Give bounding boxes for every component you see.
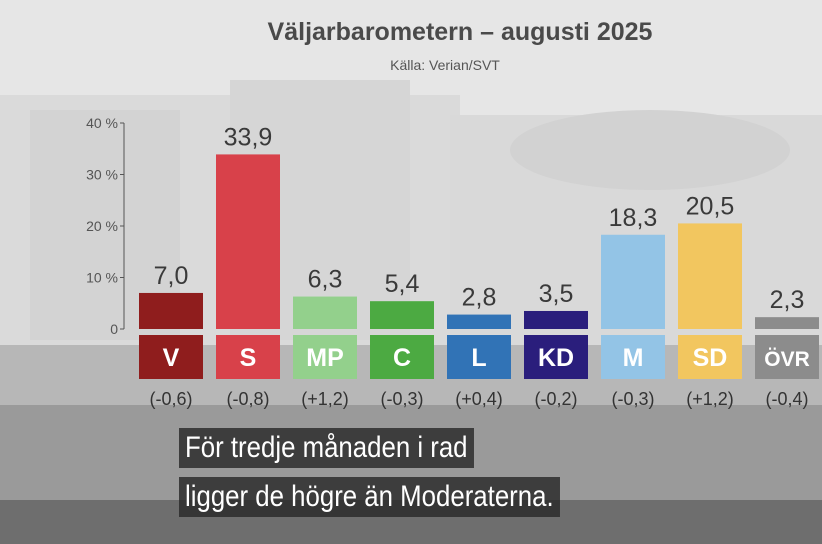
- change-label: (+1,2): [686, 389, 734, 409]
- change-label: (-0,8): [226, 389, 269, 409]
- party-label: V: [163, 344, 180, 372]
- bar-m: [601, 234, 665, 329]
- party-box-l: [447, 335, 511, 379]
- bar-v: [139, 292, 203, 329]
- value-label: 20,5: [686, 192, 735, 220]
- chart-title: Väljarbarometern – augusti 2025: [267, 18, 653, 46]
- party-box-övr: [755, 335, 819, 379]
- change-label: (-0,3): [380, 389, 423, 409]
- value-label: 2,8: [462, 284, 497, 312]
- y-tick-label: 30 %: [86, 167, 118, 183]
- value-label: 3,5: [539, 280, 574, 308]
- party-label: L: [471, 344, 486, 372]
- change-label: (-0,6): [149, 389, 192, 409]
- party-box-sd: [678, 335, 742, 379]
- change-label: (+1,2): [301, 389, 349, 409]
- bar-mp: [293, 296, 357, 329]
- chart-subtitle: Källa: Verian/SVT: [390, 57, 500, 73]
- party-box-kd: [524, 335, 588, 379]
- party-box-c: [370, 335, 434, 379]
- bar-kd: [524, 310, 588, 329]
- bar-övr: [755, 317, 819, 329]
- y-tick-label: 10 %: [86, 270, 118, 286]
- party-box-v: [139, 335, 203, 379]
- value-label: 18,3: [609, 204, 658, 232]
- party-label: KD: [538, 344, 574, 372]
- party-label: S: [240, 344, 257, 372]
- y-tick-label: 20 %: [86, 218, 118, 234]
- bar-l: [447, 314, 511, 329]
- value-label: 6,3: [308, 266, 343, 294]
- change-label: (-0,3): [611, 389, 654, 409]
- value-label: 2,3: [770, 286, 805, 314]
- bar-s: [216, 154, 280, 329]
- party-label: MP: [306, 344, 344, 372]
- party-box-s: [216, 335, 280, 379]
- bar-c: [370, 301, 434, 329]
- party-label: SD: [693, 344, 728, 372]
- subtitle-caption-line-2: ligger de högre än Moderaterna.: [179, 477, 560, 517]
- party-box-mp: [293, 335, 357, 379]
- party-label: M: [623, 344, 644, 372]
- party-box-m: [601, 335, 665, 379]
- party-label: ÖVR: [764, 348, 810, 371]
- subtitle-caption-line-1: För tredje månaden i rad: [179, 428, 474, 468]
- party-label: C: [393, 344, 411, 372]
- value-label: 33,9: [224, 123, 273, 151]
- change-label: (-0,2): [534, 389, 577, 409]
- y-tick-label: 40 %: [86, 115, 118, 131]
- y-tick-label: 0: [110, 321, 118, 337]
- change-label: (-0,4): [765, 389, 808, 409]
- value-label: 7,0: [154, 262, 189, 290]
- change-label: (+0,4): [455, 389, 503, 409]
- bar-sd: [678, 223, 742, 329]
- value-label: 5,4: [385, 270, 420, 298]
